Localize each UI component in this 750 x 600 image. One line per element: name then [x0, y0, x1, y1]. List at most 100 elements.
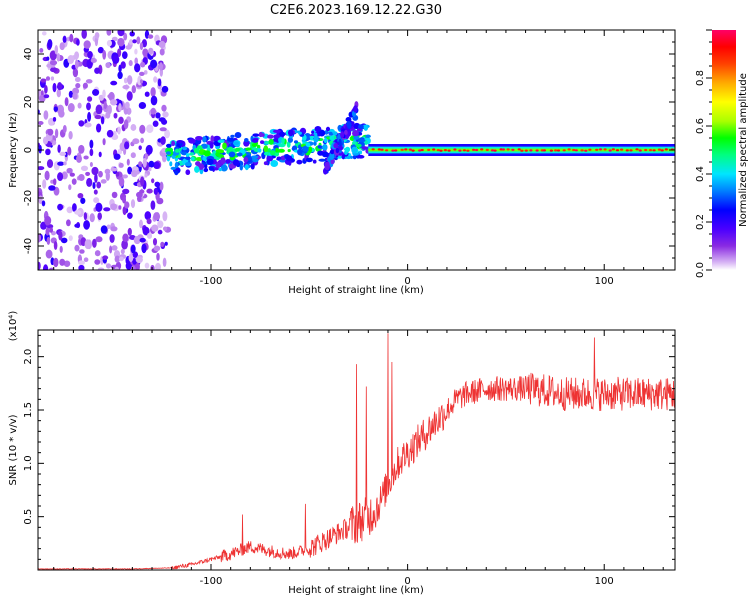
- spectrogram-cell: [134, 63, 141, 73]
- spectrogram-cell: [208, 166, 214, 171]
- spectrogram-cell: [77, 102, 82, 109]
- spectrogram-cell: [89, 161, 93, 168]
- spectrogram-cell: [542, 149, 547, 152]
- spectrogram-cell: [75, 82, 81, 89]
- spectrogram-cell: [174, 170, 179, 176]
- spectrogram-cell: [66, 167, 73, 174]
- spectrogram-cell: [110, 99, 118, 106]
- spectrogram-cell: [66, 206, 73, 214]
- spectrogram-cell: [161, 119, 168, 125]
- spectrogram-cell: [41, 31, 47, 36]
- spectrogram-cell: [96, 181, 102, 189]
- spectrogram-cell: [312, 159, 317, 164]
- spectrogram-cell: [58, 230, 63, 241]
- spectrogram-cell: [82, 82, 88, 89]
- spectrogram-cell: [57, 203, 64, 211]
- spectrogram-cell: [95, 236, 103, 243]
- spectrogram-cell: [42, 264, 49, 270]
- spectrogram-cell: [234, 132, 242, 139]
- colorbar: 0.0 0.2 0.4 0.6 0.8 Normalized spectral ampl…: [695, 29, 749, 278]
- spectrogram-cell: [144, 173, 148, 178]
- spectrogram-cell: [175, 148, 180, 153]
- spectrogram-cell: [272, 129, 281, 133]
- spectrogram-cell: [170, 166, 177, 171]
- spectrogram-cell: [182, 146, 188, 151]
- spectrogram-cell: [78, 173, 85, 182]
- spectrogram-cell: [78, 260, 85, 266]
- spectrogram-cell: [196, 145, 203, 150]
- spectrogram-cell: [520, 149, 524, 152]
- spectrogram-cell: [46, 236, 51, 245]
- spectrogram-cell: [176, 140, 184, 144]
- spectrogram-cell: [61, 171, 68, 180]
- spectrogram-cell: [102, 255, 109, 260]
- spectrogram-cell: [195, 161, 201, 167]
- spectrogram-cell: [103, 207, 111, 212]
- spectrogram-cell: [598, 148, 603, 151]
- spectrogram-cell: [574, 149, 578, 152]
- snr-series-line: [38, 333, 675, 570]
- spectrogram-cell: [328, 131, 333, 136]
- spectrogram-cell: [447, 149, 451, 152]
- spectrogram-cell: [91, 166, 99, 176]
- spectrogram-cell: [74, 77, 81, 83]
- spectrogram-cell: [78, 264, 85, 270]
- spectrogram-cell: [120, 61, 126, 69]
- spectrogram-cell: [94, 250, 101, 257]
- spectrogram-cell: [355, 143, 362, 148]
- x-tick-label: 0: [404, 276, 410, 287]
- spectrogram-cell: [148, 47, 154, 55]
- spectrogram-cell: [267, 134, 274, 139]
- spectrogram-cell: [106, 39, 112, 47]
- spectrogram-cell: [297, 148, 303, 156]
- spectrogram-cell: [239, 164, 244, 171]
- spectrogram-cell: [117, 30, 125, 37]
- spectrogram-cell: [185, 169, 191, 176]
- spectrogram-cell: [195, 136, 203, 141]
- spectrogram-cell: [185, 153, 190, 157]
- spectrogram-cell: [535, 149, 539, 152]
- spectrogram-cell: [69, 172, 75, 177]
- spectrogram-cell: [418, 149, 422, 152]
- spectrogram-cell: [524, 149, 528, 152]
- spectrogram-cell: [257, 148, 262, 153]
- spectrogram-cell: [285, 155, 293, 162]
- y-tick-label: 1.0: [23, 455, 34, 471]
- spectrogram-cell: [76, 39, 80, 46]
- snr-panel: -100 0 100 0.5 1.0 1.5 2.0 Height of straight …: [8, 311, 676, 596]
- spectrogram-cell: [94, 67, 101, 74]
- spectrogram-cell: [169, 161, 173, 167]
- spectrogram-cell: [281, 137, 285, 144]
- spectrogram-cell: [193, 147, 200, 154]
- spectrogram-cell: [218, 167, 222, 172]
- spectrogram-cell: [87, 96, 93, 102]
- spectrogram-cell: [217, 139, 225, 144]
- spectrogram-cell: [85, 171, 91, 176]
- spectrogram-cell: [117, 126, 121, 135]
- spectrogram-cell: [353, 105, 358, 113]
- spectrogram-cell: [603, 148, 607, 151]
- spectrogram-cell: [150, 200, 156, 211]
- spectrogram-cell: [298, 131, 302, 135]
- spectrogram-cell: [346, 155, 352, 160]
- spectrogram-cell: [110, 203, 118, 211]
- spectrogram-cell: [317, 150, 324, 156]
- spectrogram-cell: [146, 188, 153, 194]
- spectrogram-cell: [394, 149, 398, 152]
- spectrogram-cell: [155, 112, 161, 119]
- spectrogram-cell: [611, 148, 616, 151]
- spectrogram-cell: [287, 129, 294, 137]
- spectrogram-cell: [273, 134, 281, 139]
- spectrogram-cell: [136, 36, 141, 45]
- spectrogram-cell: [86, 102, 91, 111]
- spectrogram-cell: [94, 114, 102, 120]
- spectrogram-cell: [333, 142, 338, 149]
- spectrogram-cell: [50, 67, 58, 73]
- spectrogram-cell: [122, 233, 129, 243]
- spectrogram-cell: [588, 148, 592, 151]
- spectrogram-cell: [79, 249, 85, 254]
- spectrogram-cell: [206, 158, 214, 166]
- spectrogram-cell: [103, 101, 108, 110]
- spectrogram-cell: [152, 237, 158, 246]
- spectrogram-cell: [71, 178, 77, 185]
